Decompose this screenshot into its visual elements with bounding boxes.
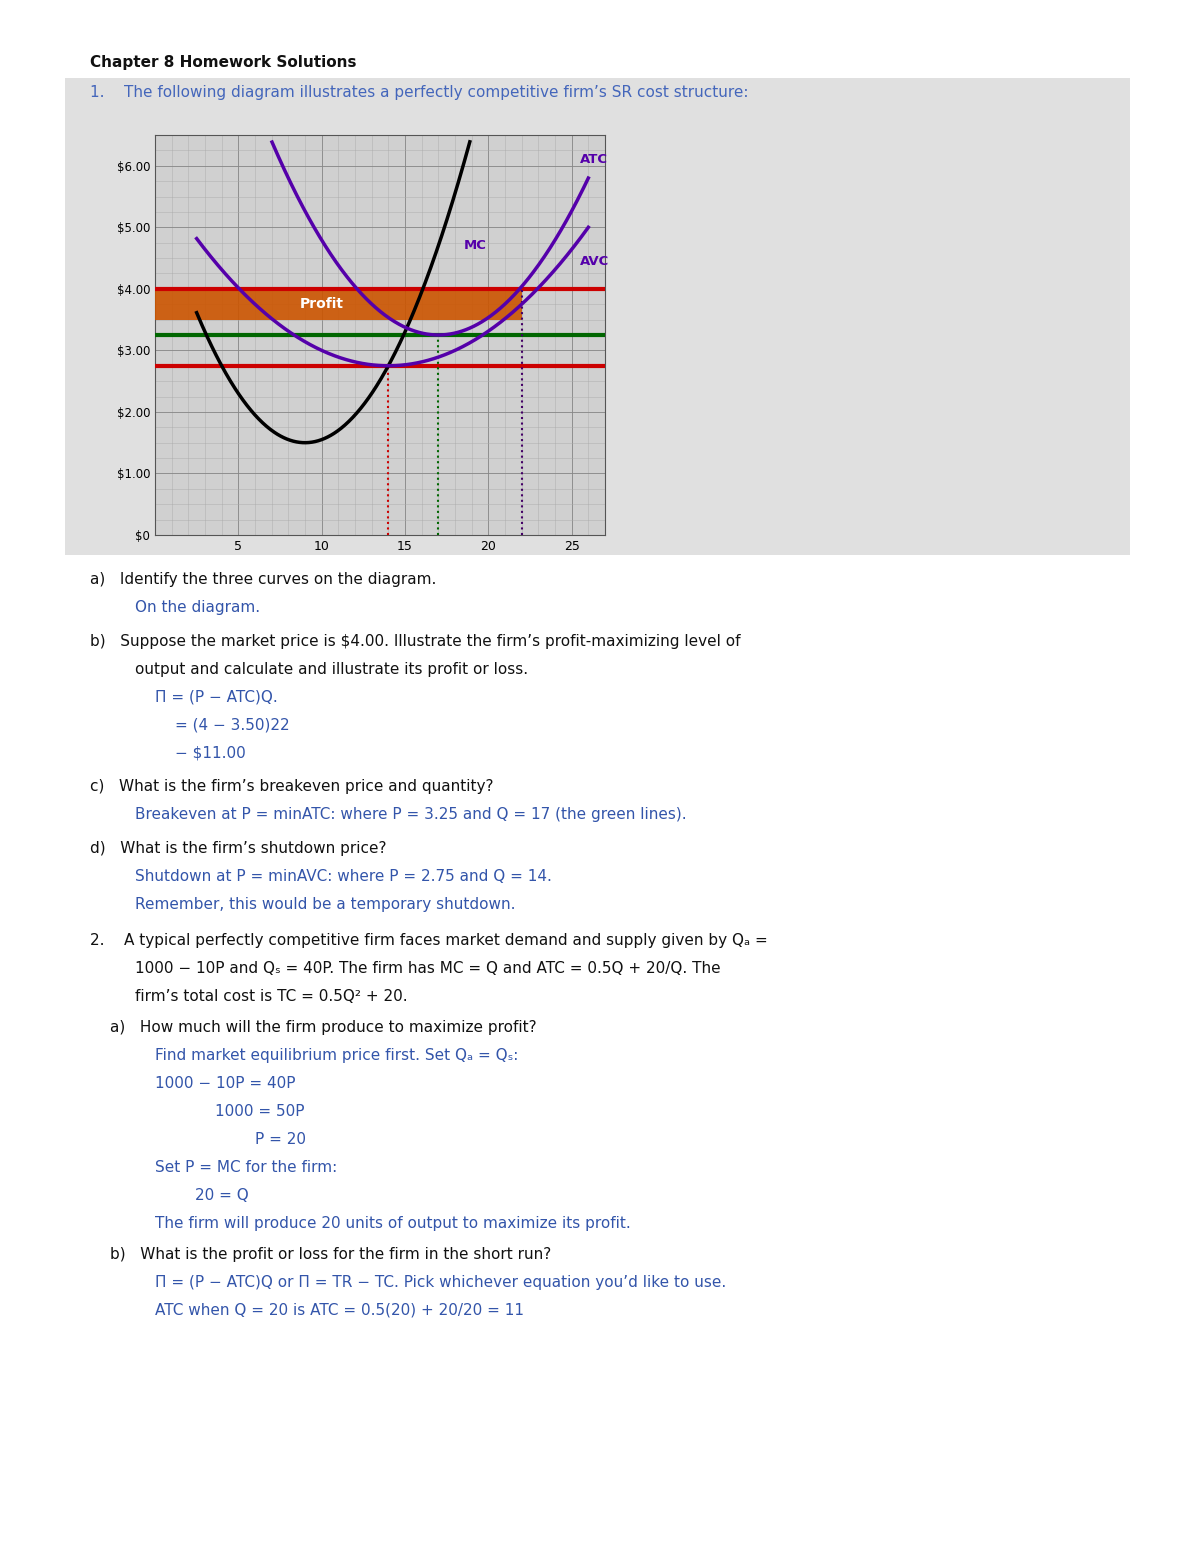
Text: ATC when Q = 20 is ATC = 0.5(20) + 20/20 = 11: ATC when Q = 20 is ATC = 0.5(20) + 20/20…	[155, 1303, 524, 1318]
Text: 1000 − 10P and Qₛ = 40P. The firm has MC = Q and ATC = 0.5Q + 20/Q. The: 1000 − 10P and Qₛ = 40P. The firm has MC…	[134, 961, 721, 977]
Text: output and calculate and illustrate its profit or loss.: output and calculate and illustrate its …	[134, 662, 528, 677]
Text: c)   What is the firm’s breakeven price and quantity?: c) What is the firm’s breakeven price an…	[90, 780, 493, 794]
Text: Π = (P − ATC)Q.: Π = (P − ATC)Q.	[155, 690, 277, 705]
Text: Π = (P − ATC)Q or Π = TR − TC. Pick whichever equation you’d like to use.: Π = (P − ATC)Q or Π = TR − TC. Pick whic…	[155, 1275, 726, 1291]
Text: Profit: Profit	[300, 297, 343, 311]
Text: P = 20: P = 20	[256, 1132, 306, 1148]
Text: 1000 = 50P: 1000 = 50P	[215, 1104, 305, 1120]
Text: 2.    A typical perfectly competitive firm faces market demand and supply given : 2. A typical perfectly competitive firm …	[90, 933, 768, 949]
Text: 1.    The following diagram illustrates a perfectly competitive firm’s SR cost s: 1. The following diagram illustrates a p…	[90, 85, 749, 99]
Text: MC: MC	[463, 239, 486, 252]
Text: a)   Identify the three curves on the diagram.: a) Identify the three curves on the diag…	[90, 572, 437, 587]
Text: a)   How much will the firm produce to maximize profit?: a) How much will the firm produce to max…	[110, 1020, 536, 1034]
Text: Set P = MC for the firm:: Set P = MC for the firm:	[155, 1160, 337, 1176]
Text: Chapter 8 Homework Solutions: Chapter 8 Homework Solutions	[90, 54, 356, 70]
Text: b)   What is the profit or loss for the firm in the short run?: b) What is the profit or loss for the fi…	[110, 1247, 551, 1261]
Text: ATC: ATC	[580, 154, 608, 166]
Text: Breakeven at P = minATC: where P = 3.25 and Q = 17 (the green lines).: Breakeven at P = minATC: where P = 3.25 …	[134, 808, 686, 822]
Text: 1000 − 10P = 40P: 1000 − 10P = 40P	[155, 1076, 295, 1092]
Text: = (4 − 3.50)22: = (4 − 3.50)22	[175, 717, 289, 733]
Bar	[155, 289, 522, 320]
Text: d)   What is the firm’s shutdown price?: d) What is the firm’s shutdown price?	[90, 840, 386, 856]
Text: AVC: AVC	[580, 255, 610, 267]
FancyBboxPatch shape	[65, 78, 1130, 554]
Text: Find market equilibrium price first. Set Qₐ = Qₛ:: Find market equilibrium price first. Set…	[155, 1048, 518, 1062]
Text: 20 = Q: 20 = Q	[194, 1188, 248, 1204]
Text: b)   Suppose the market price is $4.00. Illustrate the firm’s profit-maximizing : b) Suppose the market price is $4.00. Il…	[90, 634, 740, 649]
Text: The firm will produce 20 units of output to maximize its profit.: The firm will produce 20 units of output…	[155, 1216, 631, 1232]
Text: On the diagram.: On the diagram.	[134, 599, 260, 615]
Text: Remember, this would be a temporary shutdown.: Remember, this would be a temporary shut…	[134, 896, 516, 912]
Text: − $11.00: − $11.00	[175, 745, 246, 761]
Text: firm’s total cost is TC = 0.5Q² + 20.: firm’s total cost is TC = 0.5Q² + 20.	[134, 989, 408, 1005]
Text: Shutdown at P = minAVC: where P = 2.75 and Q = 14.: Shutdown at P = minAVC: where P = 2.75 a…	[134, 868, 552, 884]
